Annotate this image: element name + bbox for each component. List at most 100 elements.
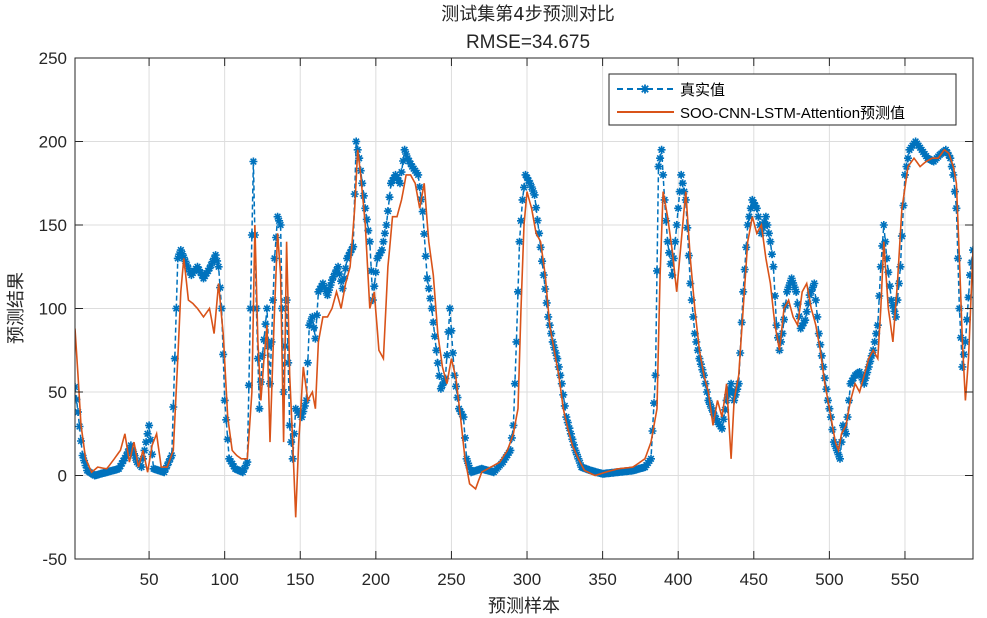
true-point <box>427 304 436 313</box>
true-point <box>523 173 531 182</box>
true-point <box>653 266 661 275</box>
true-point <box>391 170 400 179</box>
true-point <box>176 246 185 255</box>
true-point <box>772 321 781 330</box>
true-point <box>75 408 82 416</box>
true-point <box>686 279 695 288</box>
true-point <box>195 265 203 274</box>
true-point <box>894 279 903 288</box>
true-point <box>764 229 773 238</box>
true-point <box>941 145 950 154</box>
true-point <box>778 329 787 338</box>
true-point <box>527 183 536 192</box>
true-point <box>364 226 373 235</box>
true-point <box>213 256 222 265</box>
true-point <box>529 187 538 195</box>
true-point <box>882 254 891 263</box>
true-point <box>746 204 755 213</box>
true-point <box>214 262 223 271</box>
true-point <box>783 287 792 296</box>
true-point <box>872 329 881 338</box>
true-point <box>541 285 550 293</box>
true-point <box>668 271 677 280</box>
true-point <box>665 248 674 257</box>
true-point <box>278 304 287 313</box>
true-point <box>515 237 524 246</box>
true-point <box>331 269 339 278</box>
true-point <box>761 212 770 221</box>
true-point <box>745 212 754 221</box>
true-point <box>793 300 802 308</box>
true-point <box>328 276 336 285</box>
true-point <box>359 191 368 200</box>
true-point <box>904 154 912 163</box>
true-point <box>689 312 698 321</box>
true-point <box>367 266 376 275</box>
true-point <box>142 438 151 447</box>
true-point <box>888 301 897 310</box>
true-point <box>964 293 973 302</box>
true-point <box>424 284 433 293</box>
true-point <box>901 170 909 179</box>
true-point <box>959 350 968 359</box>
true-point <box>173 254 182 263</box>
true-point <box>814 329 823 338</box>
true-point <box>406 159 415 168</box>
true-point <box>382 221 391 229</box>
true-point <box>185 267 194 276</box>
true-point <box>811 296 820 305</box>
true-point <box>208 257 217 266</box>
true-point <box>870 337 879 346</box>
true-point <box>143 429 152 438</box>
true-point <box>752 204 761 213</box>
true-point <box>958 362 967 371</box>
true-point <box>751 201 760 210</box>
x-tick-label: 550 <box>891 570 919 589</box>
true-point <box>383 207 392 216</box>
true-point <box>439 378 448 386</box>
true-point <box>374 251 383 260</box>
true-point <box>266 379 274 388</box>
true-point <box>282 296 291 305</box>
true-point <box>855 368 864 376</box>
true-point <box>538 257 547 266</box>
true-point <box>315 285 324 293</box>
true-point <box>724 390 733 399</box>
true-point <box>953 254 962 263</box>
true-point <box>899 201 908 210</box>
true-point <box>650 399 658 408</box>
true-point <box>805 291 814 300</box>
true-point <box>860 379 869 388</box>
true-point <box>802 307 811 316</box>
true-point <box>512 337 521 346</box>
true-point <box>707 404 716 413</box>
true-point <box>442 351 451 360</box>
true-point <box>273 212 282 221</box>
true-point <box>272 233 281 242</box>
true-point <box>956 333 965 342</box>
true-point <box>517 216 525 225</box>
true-point <box>961 337 970 346</box>
true-point <box>837 438 846 447</box>
true-point <box>559 390 568 399</box>
true-point <box>721 405 730 414</box>
legend[interactable]: 真实值 SOO-CNN-LSTM-Attention预测值 <box>608 73 957 126</box>
true-point <box>306 317 315 325</box>
true-point <box>966 271 973 280</box>
true-point <box>963 315 971 324</box>
true-point <box>864 362 873 371</box>
true-point <box>769 262 778 271</box>
true-point <box>444 327 453 336</box>
true-point <box>884 268 893 277</box>
true-point <box>654 162 663 171</box>
true-point <box>309 323 318 332</box>
true-point <box>836 454 844 463</box>
true-point <box>344 251 353 260</box>
true-point <box>659 170 668 179</box>
series-layer <box>75 137 973 518</box>
true-point <box>780 315 788 324</box>
true-point <box>462 454 471 463</box>
true-point <box>725 385 734 394</box>
true-point <box>702 388 711 396</box>
true-point <box>337 277 346 286</box>
